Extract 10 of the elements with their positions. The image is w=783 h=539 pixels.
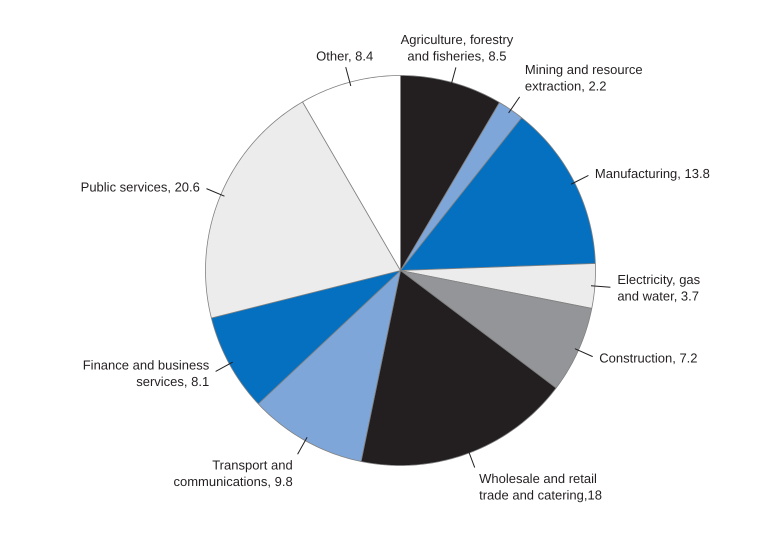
slice-label: Agriculture, forestry and fisheries, 8.5 bbox=[400, 32, 514, 64]
slice-label: Construction, 7.2 bbox=[599, 350, 698, 366]
slice-label: Other, 8.4 bbox=[316, 48, 374, 64]
slice-label: Transport and communications, 9.8 bbox=[173, 458, 293, 490]
slice-label: Electricity, gas and water, 3.7 bbox=[617, 272, 701, 304]
slice-label: Manufacturing, 13.8 bbox=[594, 166, 710, 182]
slice-label: Wholesale and retail trade and catering,18 bbox=[479, 471, 602, 503]
slice-label: Public services, 20.6 bbox=[80, 180, 200, 195]
slice-label: Finance and business services, 8.1 bbox=[82, 358, 210, 390]
slice-label: Mining and resource extraction, 2.2 bbox=[524, 62, 643, 94]
